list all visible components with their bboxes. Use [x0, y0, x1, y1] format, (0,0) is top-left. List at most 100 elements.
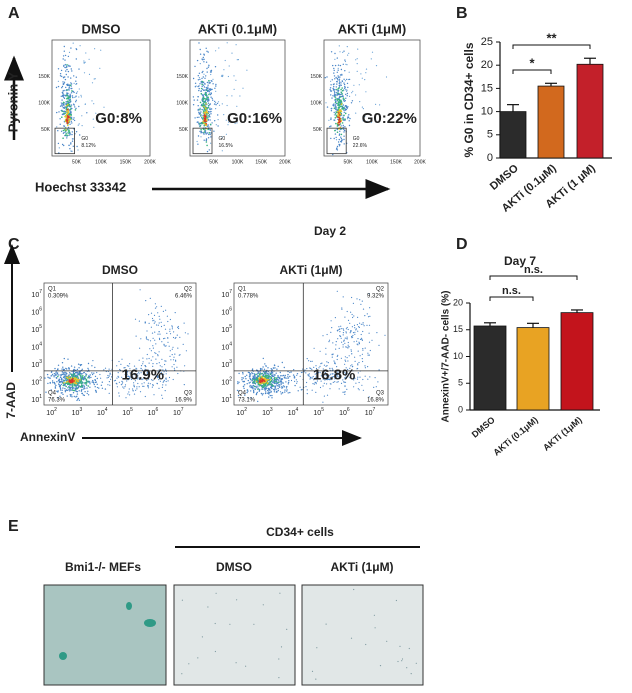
event-dot: [58, 380, 60, 383]
event-dot: [270, 379, 273, 382]
stain-speck: [235, 662, 237, 664]
event-dot: [67, 70, 70, 73]
event-dot: [344, 59, 346, 61]
event-dot: [323, 395, 325, 397]
event-dot: [367, 366, 369, 368]
event-dot: [306, 393, 308, 395]
event-dot: [284, 374, 286, 377]
event-dot: [287, 373, 289, 376]
event-dot: [138, 373, 140, 375]
event-dot: [72, 96, 74, 99]
event-dot: [374, 377, 376, 379]
event-dot: [347, 341, 349, 344]
event-dot: [202, 107, 205, 109]
event-dot: [146, 338, 148, 340]
event-dot: [276, 368, 278, 370]
event-dot: [306, 389, 308, 391]
event-dot: [276, 382, 278, 384]
event-dot: [161, 374, 163, 376]
event-dot: [208, 149, 210, 151]
event-dot: [212, 78, 214, 80]
quadrant-name: Q3: [184, 391, 193, 397]
event-dot: [64, 391, 67, 393]
significance-bracket: [489, 275, 578, 280]
event-dot: [61, 94, 64, 97]
event-dot: [83, 394, 86, 397]
event-dot: [343, 329, 345, 331]
tick-base: 10: [313, 410, 321, 417]
event-dot: [107, 374, 109, 377]
event-dot: [56, 126, 58, 128]
event-dot: [207, 116, 209, 119]
tick-exponent: 6: [229, 307, 232, 313]
tick-exponent: 2: [229, 377, 232, 383]
event-dot: [77, 124, 79, 126]
event-dot: [65, 105, 68, 107]
event-dot: [194, 82, 197, 85]
event-dot: [207, 66, 210, 68]
event-dot: [77, 380, 79, 382]
event-dot: [81, 381, 83, 383]
event-dot: [198, 124, 200, 126]
event-dot: [335, 107, 337, 109]
event-dot: [349, 117, 351, 120]
event-dot: [215, 85, 217, 87]
event-dot: [113, 380, 115, 382]
stain-speck: [229, 623, 231, 625]
event-dot: [68, 367, 70, 370]
event-dot: [322, 401, 324, 403]
event-dot: [78, 367, 80, 369]
event-dot: [353, 315, 355, 317]
event-dot: [71, 87, 73, 90]
event-dot: [250, 390, 252, 392]
event-dot: [81, 392, 84, 395]
x-tick-label: 50K: [72, 159, 82, 165]
event-dot: [346, 118, 349, 120]
event-dot: [73, 366, 76, 368]
event-dot: [92, 360, 94, 362]
event-dot: [286, 385, 288, 388]
event-dot: [332, 342, 334, 344]
event-dot: [338, 133, 341, 135]
event-dot: [228, 121, 230, 123]
event-dot: [352, 378, 354, 380]
event-dot: [66, 137, 68, 139]
event-dot: [59, 389, 62, 391]
event-dot: [350, 365, 352, 367]
event-dot: [271, 384, 274, 387]
event-dot: [76, 375, 79, 378]
event-dot: [305, 386, 307, 388]
tick-exponent: 1: [229, 394, 232, 400]
event-dot: [207, 119, 210, 121]
event-dot: [246, 391, 248, 394]
event-dot: [152, 379, 154, 382]
event-dot: [333, 119, 335, 121]
event-dot: [62, 90, 64, 92]
event-dot: [338, 82, 340, 84]
tick-base: 10: [221, 344, 229, 351]
event-dot: [322, 335, 324, 337]
event-dot: [208, 133, 210, 136]
event-dot: [216, 102, 219, 105]
event-dot: [261, 372, 263, 375]
event-dot: [217, 119, 219, 121]
event-dot: [208, 79, 210, 82]
event-dot: [258, 388, 261, 391]
y-tick-label: 0: [487, 152, 493, 164]
event-dot: [339, 123, 342, 125]
event-dot: [206, 150, 209, 153]
event-dot: [135, 389, 137, 391]
event-dot: [124, 367, 126, 369]
event-dot: [208, 132, 211, 134]
event-dot: [335, 139, 338, 141]
event-dot: [88, 377, 91, 379]
event-dot: [158, 351, 160, 353]
event-dot: [152, 337, 154, 339]
event-dot: [342, 128, 345, 130]
event-dot: [126, 380, 128, 382]
event-dot: [310, 367, 312, 370]
y-tick-label: 104: [221, 342, 232, 352]
event-dot: [280, 380, 282, 382]
gate-name: G0: [353, 136, 360, 142]
event-dot: [71, 375, 73, 377]
